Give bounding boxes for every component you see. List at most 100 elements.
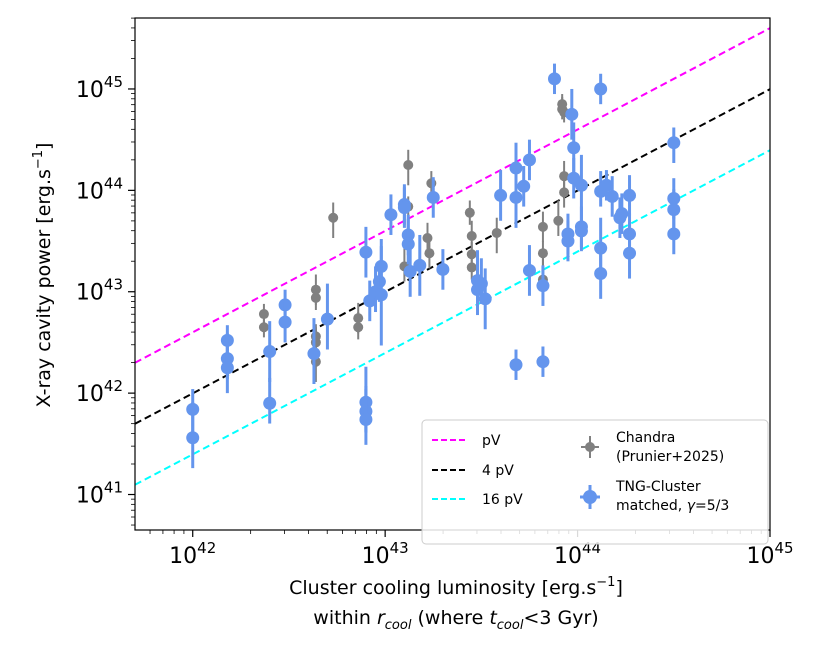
marker xyxy=(478,292,492,306)
legend-tng-label-1: TNG-Cluster xyxy=(615,479,701,495)
tng-point-27 xyxy=(426,177,440,218)
marker xyxy=(384,208,398,222)
chandra-point-21 xyxy=(537,211,548,243)
marker xyxy=(615,207,629,221)
marker xyxy=(494,188,508,202)
tng-point-8 xyxy=(278,301,292,343)
y-tick-exponent: 42 xyxy=(104,377,123,395)
chandra-point-3 xyxy=(310,285,321,310)
y-tick-label: 1044 xyxy=(76,174,123,204)
x-tick-label: 1042 xyxy=(169,539,216,569)
tng-point-53 xyxy=(594,73,608,105)
marker xyxy=(547,72,561,86)
marker xyxy=(466,262,477,273)
legend-pv-label: pV xyxy=(482,433,501,449)
marker xyxy=(522,263,536,277)
marker xyxy=(559,187,570,198)
marker xyxy=(623,188,637,202)
tng-point-41 xyxy=(536,346,550,377)
marker xyxy=(553,215,564,226)
x-tick-base: 10 xyxy=(554,544,582,569)
x-tick-label: 1045 xyxy=(746,539,793,569)
tng-point-48 xyxy=(574,154,588,211)
chandra-point-7 xyxy=(328,202,339,239)
x-tick-exponent: 42 xyxy=(197,539,216,557)
tng-point-22 xyxy=(397,187,411,228)
marker xyxy=(464,207,475,218)
x-axis-label-line2: within rcool (where tcool<3 Gyr) xyxy=(313,607,598,633)
y-tick-base: 10 xyxy=(76,179,104,204)
tng-point-61 xyxy=(623,222,637,279)
marker xyxy=(263,345,277,359)
chandra-point-20 xyxy=(491,217,502,254)
legend-chandra-marker xyxy=(581,436,599,458)
y-tick-base: 10 xyxy=(76,281,104,306)
marker xyxy=(307,347,321,361)
legend-chandra-label-2: (Prunier+2025) xyxy=(616,449,724,465)
tng-point-16 xyxy=(374,239,388,346)
y-tick-base: 10 xyxy=(76,382,104,407)
plot-area xyxy=(135,27,770,486)
marker xyxy=(422,233,433,244)
chandra-point-11 xyxy=(403,149,414,186)
tng-point-58 xyxy=(615,193,629,234)
tng-point-38 xyxy=(522,139,536,181)
marker xyxy=(517,179,531,193)
marker xyxy=(667,136,681,150)
marker xyxy=(594,266,608,280)
marker xyxy=(413,258,427,272)
marker xyxy=(372,275,386,289)
y-tick-base: 10 xyxy=(76,78,104,103)
marker xyxy=(220,361,234,375)
reference-line-4pv xyxy=(135,88,770,425)
marker xyxy=(186,431,200,445)
y-tick-label: 1043 xyxy=(76,276,123,306)
tng-point-62 xyxy=(667,127,681,163)
marker xyxy=(567,141,581,155)
marker xyxy=(328,212,339,223)
marker xyxy=(278,315,292,329)
marker xyxy=(561,227,575,241)
marker xyxy=(353,322,364,333)
marker xyxy=(536,355,550,369)
tng-point-39 xyxy=(522,245,536,296)
chandra-point-15 xyxy=(426,171,437,194)
legend-tng-label-2: matched, γ=5/3 xyxy=(616,498,729,514)
tng-point-32 xyxy=(478,268,492,330)
chandra-point-9 xyxy=(353,312,364,340)
marker xyxy=(263,396,277,410)
tng-point-11 xyxy=(359,226,373,278)
x-tick-base: 10 xyxy=(169,544,197,569)
tng-point-20 xyxy=(384,194,398,235)
marker xyxy=(424,248,435,259)
legend-tng-marker xyxy=(580,485,600,509)
marker xyxy=(359,412,373,426)
marker xyxy=(466,230,477,241)
y-tick-label: 1042 xyxy=(76,377,123,407)
tng-point-6 xyxy=(263,377,277,424)
tng-point-9 xyxy=(307,318,321,385)
chandra-point-26 xyxy=(559,160,570,189)
legend-16pv-label: 16 pV xyxy=(482,492,523,508)
tng-point-35 xyxy=(509,167,523,228)
tng-point-52 xyxy=(594,253,608,299)
marker xyxy=(565,107,579,121)
tng-point-33 xyxy=(494,170,508,221)
marker xyxy=(359,245,373,259)
tng-point-25 xyxy=(403,241,417,297)
marker xyxy=(536,279,550,293)
marker xyxy=(397,201,411,215)
tng-point-40 xyxy=(536,265,550,306)
legend-4pv-label: 4 pV xyxy=(482,463,514,479)
tng-point-45 xyxy=(565,88,579,140)
x-tick-exponent: 43 xyxy=(390,539,409,557)
marker xyxy=(599,178,613,192)
y-tick-label: 1041 xyxy=(76,479,123,509)
tng-point-5 xyxy=(263,321,277,382)
chandra-point-16 xyxy=(464,200,475,225)
x-axis-label-line1: Cluster cooling luminosity [erg.s−1] xyxy=(289,575,623,599)
chandra-point-24 xyxy=(553,200,564,236)
tng-point-19 xyxy=(359,389,373,445)
